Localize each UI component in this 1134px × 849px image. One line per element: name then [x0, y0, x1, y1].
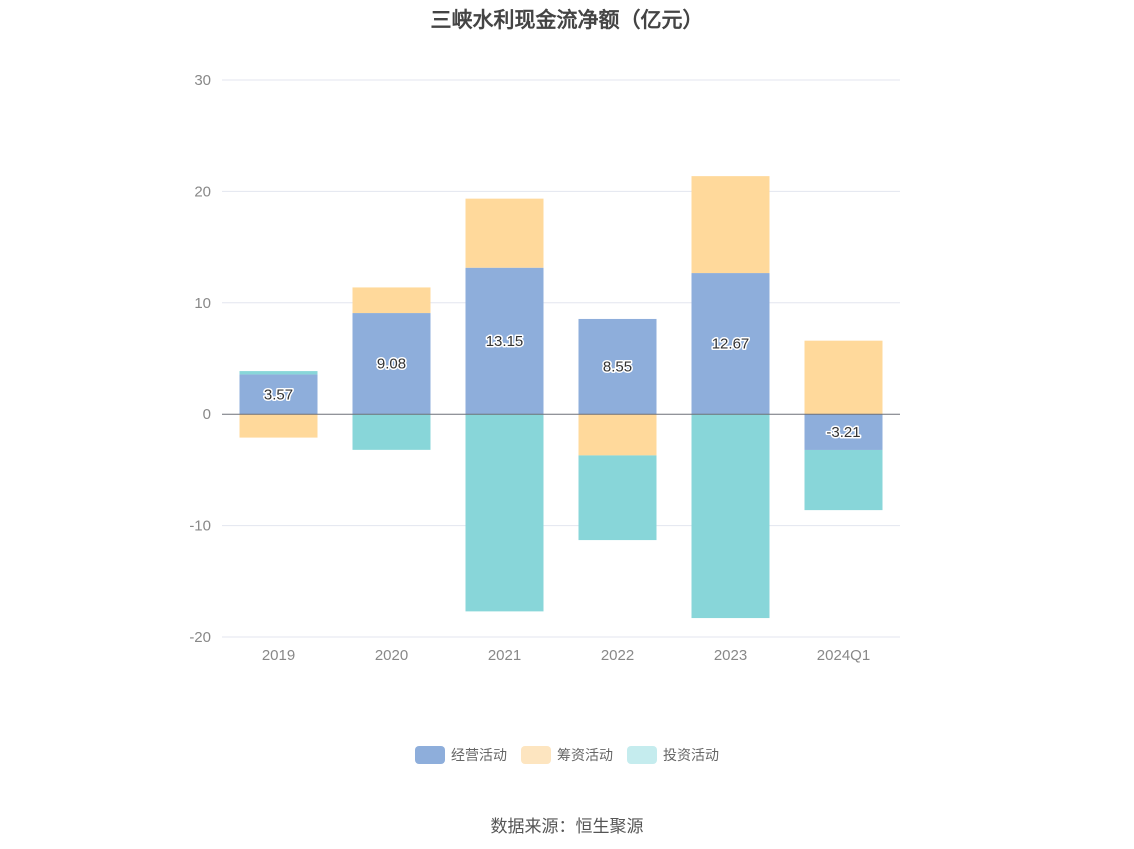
x-tick-label: 2020 [375, 647, 408, 664]
bars [239, 176, 883, 619]
legend-swatch [627, 746, 657, 764]
bar-经营活动-2021 [465, 267, 544, 415]
data-label: -3.21 [826, 424, 860, 441]
y-tick-label: -10 [189, 518, 211, 535]
legend-swatch [415, 746, 445, 764]
y-tick-label: 10 [194, 295, 211, 312]
data-label: 3.57 [264, 386, 293, 403]
bar-筹资活动-2019 [239, 414, 318, 438]
bar-经营活动-2024Q1 [804, 414, 883, 450]
data-labels: 3.57 9.08 13.15 8.55 12.67 -3.21 [262, 331, 862, 442]
y-tick-label: 30 [194, 72, 211, 89]
bar-筹资活动-2020 [352, 287, 431, 314]
x-tick-label: 2021 [488, 647, 521, 664]
chart-title: 三峡水利现金流净额（亿元） [430, 8, 704, 32]
grid-lines [222, 79, 900, 638]
legend-label: 投资活动 [663, 748, 719, 764]
x-tick-label: 2023 [714, 647, 747, 664]
legend-label: 筹资活动 [557, 748, 613, 764]
data-label: 12.67 [712, 336, 750, 353]
legend-item[interactable]: 经营活动 [415, 745, 507, 765]
legend-item[interactable]: 筹资活动 [521, 745, 613, 765]
bar-经营活动-2022 [578, 318, 657, 415]
legend-swatch [521, 746, 551, 764]
x-axis-ticks: 2019 2020 2021 2022 2023 2024Q1 [262, 647, 870, 664]
x-tick-label: 2022 [601, 647, 634, 664]
source-note: 数据来源：恒生聚源 [490, 817, 644, 837]
y-tick-label: -20 [189, 629, 211, 646]
x-tick-label: 2024Q1 [817, 647, 870, 664]
y-tick-label: 20 [194, 183, 211, 200]
legend-label: 经营活动 [451, 748, 507, 764]
data-label: 13.15 [486, 333, 524, 350]
x-tick-label: 2019 [262, 647, 295, 664]
bar-投资活动-2023 [691, 414, 770, 619]
data-label: 8.55 [603, 359, 632, 376]
bar-筹资活动-2023 [691, 176, 770, 274]
legend: 经营活动 筹资活动 投资活动 [0, 745, 1134, 765]
bar-投资活动-2021 [465, 414, 544, 612]
bar-经营活动-2020 [352, 313, 431, 415]
bar-筹资活动-2024Q1 [804, 340, 883, 415]
bar-投资活动-2019 [239, 371, 318, 375]
y-axis-ticks: 30 20 10 0 -10 -20 [189, 72, 211, 646]
legend-item[interactable]: 投资活动 [627, 745, 719, 765]
zero-axis [222, 413, 900, 638]
bar-投资活动-2020 [352, 414, 431, 450]
bar-筹资活动-2022 [578, 414, 657, 456]
data-label: 9.08 [377, 356, 406, 373]
bar-经营活动-2019 [239, 374, 318, 415]
bar-筹资活动-2021 [465, 198, 544, 268]
y-tick-label: 0 [203, 406, 211, 423]
bar-投资活动-2022 [578, 455, 657, 541]
bar-投资活动-2024Q1 [804, 449, 883, 511]
bar-经营活动-2023 [691, 273, 770, 415]
